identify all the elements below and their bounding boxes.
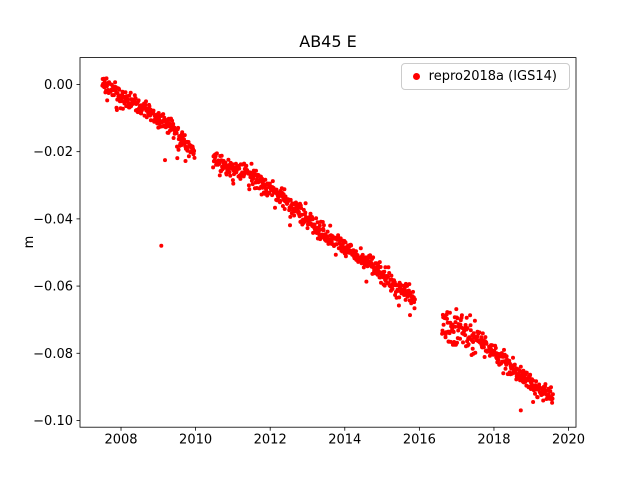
y-tick-label: −0.10 (33, 414, 73, 429)
chart-title: AB45 E (299, 32, 357, 51)
x-tick-label: 2014 (328, 433, 361, 448)
legend-marker-icon (412, 73, 420, 80)
x-tick-label: 2012 (254, 433, 287, 448)
y-tick-label: −0.02 (33, 145, 73, 160)
y-tick-label: −0.08 (33, 347, 73, 362)
axes-spines (79, 57, 577, 428)
scatter-series (100, 76, 555, 413)
x-axis: 2008 2010 2012 2014 2016 2018 2020 (104, 427, 585, 448)
legend: repro2018a (IGS14) (400, 63, 570, 90)
x-tick-label: 2020 (552, 433, 585, 448)
y-tick-label: −0.04 (33, 212, 73, 227)
y-tick-label: 0.00 (44, 78, 73, 93)
y-tick-label: −0.06 (33, 280, 73, 295)
x-tick-label: 2016 (403, 433, 436, 448)
x-tick-label: 2008 (104, 433, 137, 448)
legend-label: repro2018a (IGS14) (428, 69, 557, 84)
y-axis: 0.00 −0.02 −0.04 −0.06 −0.08 −0.10 (33, 78, 80, 429)
x-tick-label: 2010 (179, 433, 212, 448)
x-tick-label: 2018 (477, 433, 510, 448)
y-axis-label: m (22, 235, 37, 249)
